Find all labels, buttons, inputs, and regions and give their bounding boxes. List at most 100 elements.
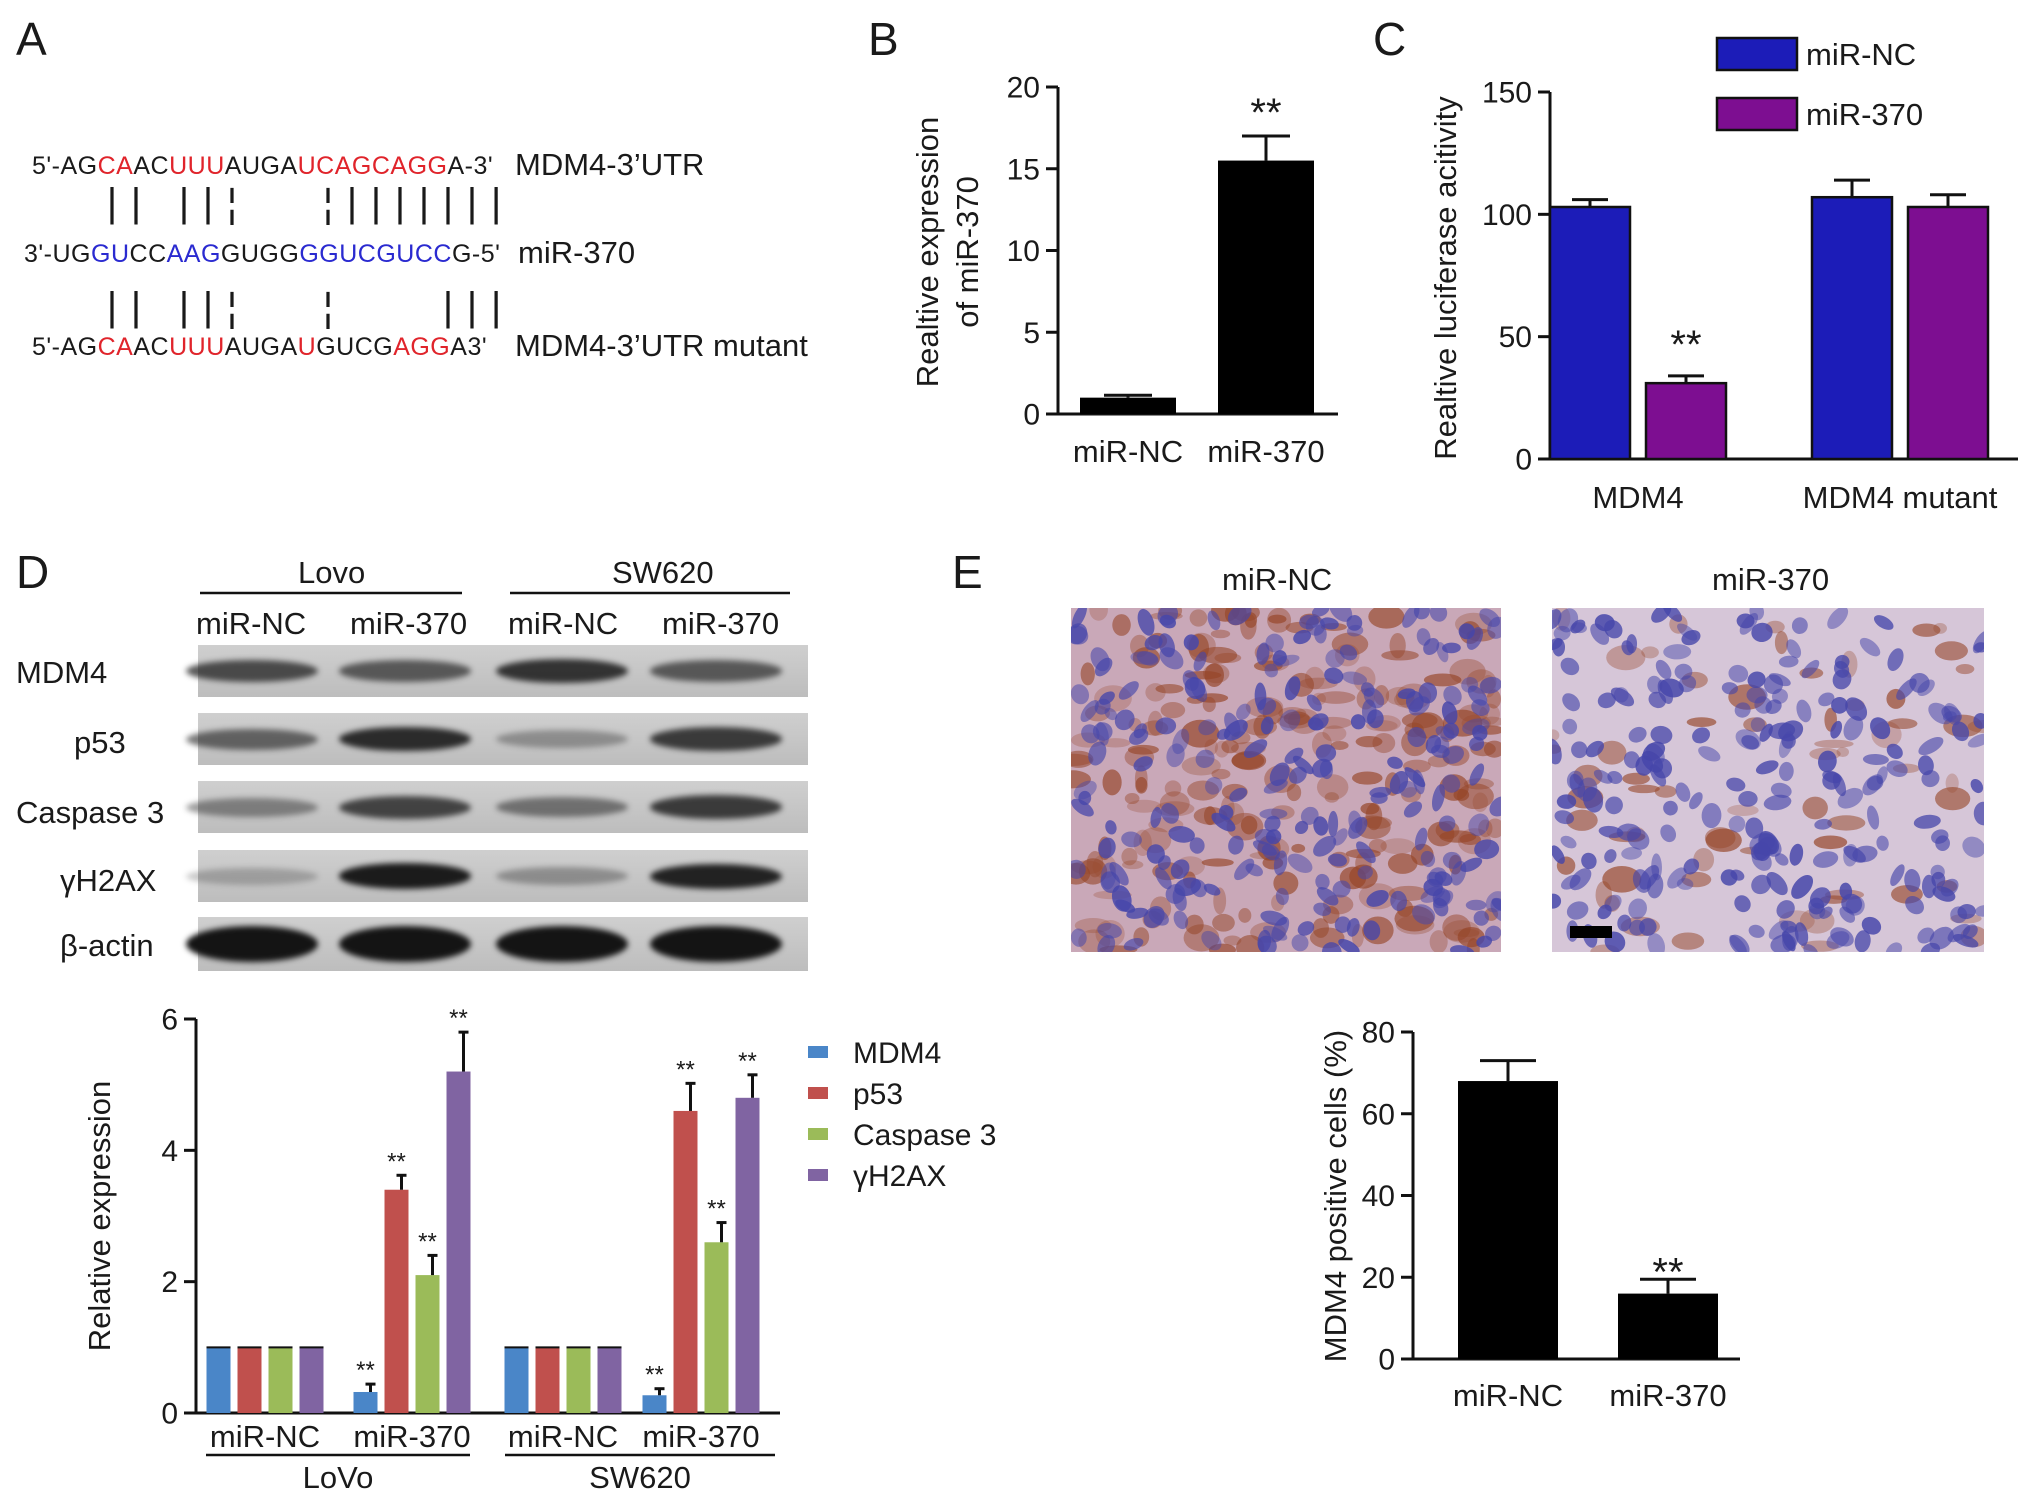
sequence-segment: GUGG [220,240,300,268]
panel-d-y-tick-label: 2 [161,1266,178,1299]
stain-spot [1442,914,1471,941]
sequence-segment: AC [133,152,170,180]
nucleus [1801,659,1820,679]
nucleus [1469,736,1485,752]
nucleus [1642,741,1666,761]
panel-b-bar [1080,397,1176,414]
stain-spot [1597,740,1627,765]
pairing-lines-bottom: || ||¦ ¦ ||| [100,288,509,333]
nucleus [1404,767,1426,788]
stain-spot [1814,739,1854,748]
nucleus [1071,608,1087,629]
stain-spot [1480,716,1501,727]
nucleus [1552,893,1562,909]
nucleus [1763,794,1792,811]
nucleus [1651,608,1672,623]
panel-d-bar [566,1347,591,1413]
legend-swatch [808,1087,828,1099]
panel-d-bar [642,1395,667,1413]
nucleus [1223,719,1248,741]
nucleus [1264,663,1278,678]
sequence-row: 3'-UGGUCCAAGGUGGGGUCGUCCG-5' [24,240,500,269]
nucleus [1201,930,1222,951]
panel-d-bar [268,1347,293,1413]
nucleus [1947,923,1971,943]
nucleus [1205,777,1223,795]
nucleus [1450,945,1475,952]
nucleus [1566,770,1584,790]
sequence-row: 5'-AGCAACUUUAUGAUGUCGAGGA3' [32,333,487,362]
stain-spot [1743,717,1767,732]
nucleus [1791,874,1814,899]
nucleus [1172,888,1187,911]
nucleus [1763,674,1784,695]
nucleus [1770,934,1796,952]
nucleus [1346,917,1360,937]
nucleus [1628,898,1647,920]
panel-d-y-tick-label: 0 [161,1398,178,1431]
panel-c-y-tick-label: 0 [1515,444,1532,477]
nucleus [1973,642,1984,653]
stain-spot [1208,943,1237,952]
stain-spot [1240,815,1258,835]
nucleus [1967,733,1984,748]
blot-row-caspase3: Caspase 3 [16,795,165,830]
nucleus [1443,746,1464,764]
stain-spot [1316,691,1356,704]
nucleus [1746,686,1768,704]
nucleus [1604,894,1622,912]
blot-band [186,926,318,962]
panel-e-bar [1458,1081,1558,1359]
nucleus [1461,677,1479,693]
nucleus [1416,628,1431,646]
nucleus [1655,659,1672,680]
nucleus [1553,625,1571,641]
panel-d-bar [446,1071,471,1413]
nucleus [1973,801,1984,826]
panel-label-d: D [16,546,50,598]
panel-b-y-tick-label: 5 [1023,317,1040,350]
nucleus [1569,868,1592,891]
nucleus [1080,700,1099,723]
stain-spot [1121,847,1138,866]
stain-spot [1351,771,1383,785]
stain-spot [1089,608,1108,621]
significance-marker: ** [449,1005,468,1032]
nucleus [1297,921,1315,936]
nucleus [1814,818,1832,830]
panel-b-y-tick-label: 0 [1023,399,1040,432]
blot-band [186,797,318,817]
stain-spot [1312,918,1329,938]
stain-spot [1622,772,1650,785]
nucleus [1780,920,1798,933]
nucleus [1639,865,1660,890]
stain-spot [1071,753,1093,766]
nucleus [1097,935,1116,952]
sequence-segment: GGUCGUCC [299,240,452,268]
micrograph-mir-370 [1552,608,1984,952]
nucleus [1443,685,1462,706]
nucleus [1333,828,1348,846]
stain-spot [1429,930,1448,952]
nucleus [1299,614,1319,630]
nucleus [1845,697,1868,721]
stain-spot [1124,793,1140,805]
nucleus [1862,754,1889,765]
nucleus [1136,651,1159,666]
nucleus [1097,922,1122,939]
stain-spot [1774,630,1789,655]
legend-label: p53 [853,1078,903,1111]
stain-spot [1126,799,1162,813]
nucleus [1552,738,1562,765]
nucleus [1166,743,1185,768]
stain-spot [1912,623,1941,637]
legend-swatch [1715,96,1799,132]
stain-spot [1330,740,1349,750]
nucleus [1195,749,1215,768]
blot-group-lovo: Lovo [298,555,366,590]
nucleus [1462,718,1490,735]
nucleus [1328,810,1339,838]
stain-spot [1187,780,1220,801]
sequence-segment: A3' [450,333,488,361]
stain-spot [1935,787,1971,811]
